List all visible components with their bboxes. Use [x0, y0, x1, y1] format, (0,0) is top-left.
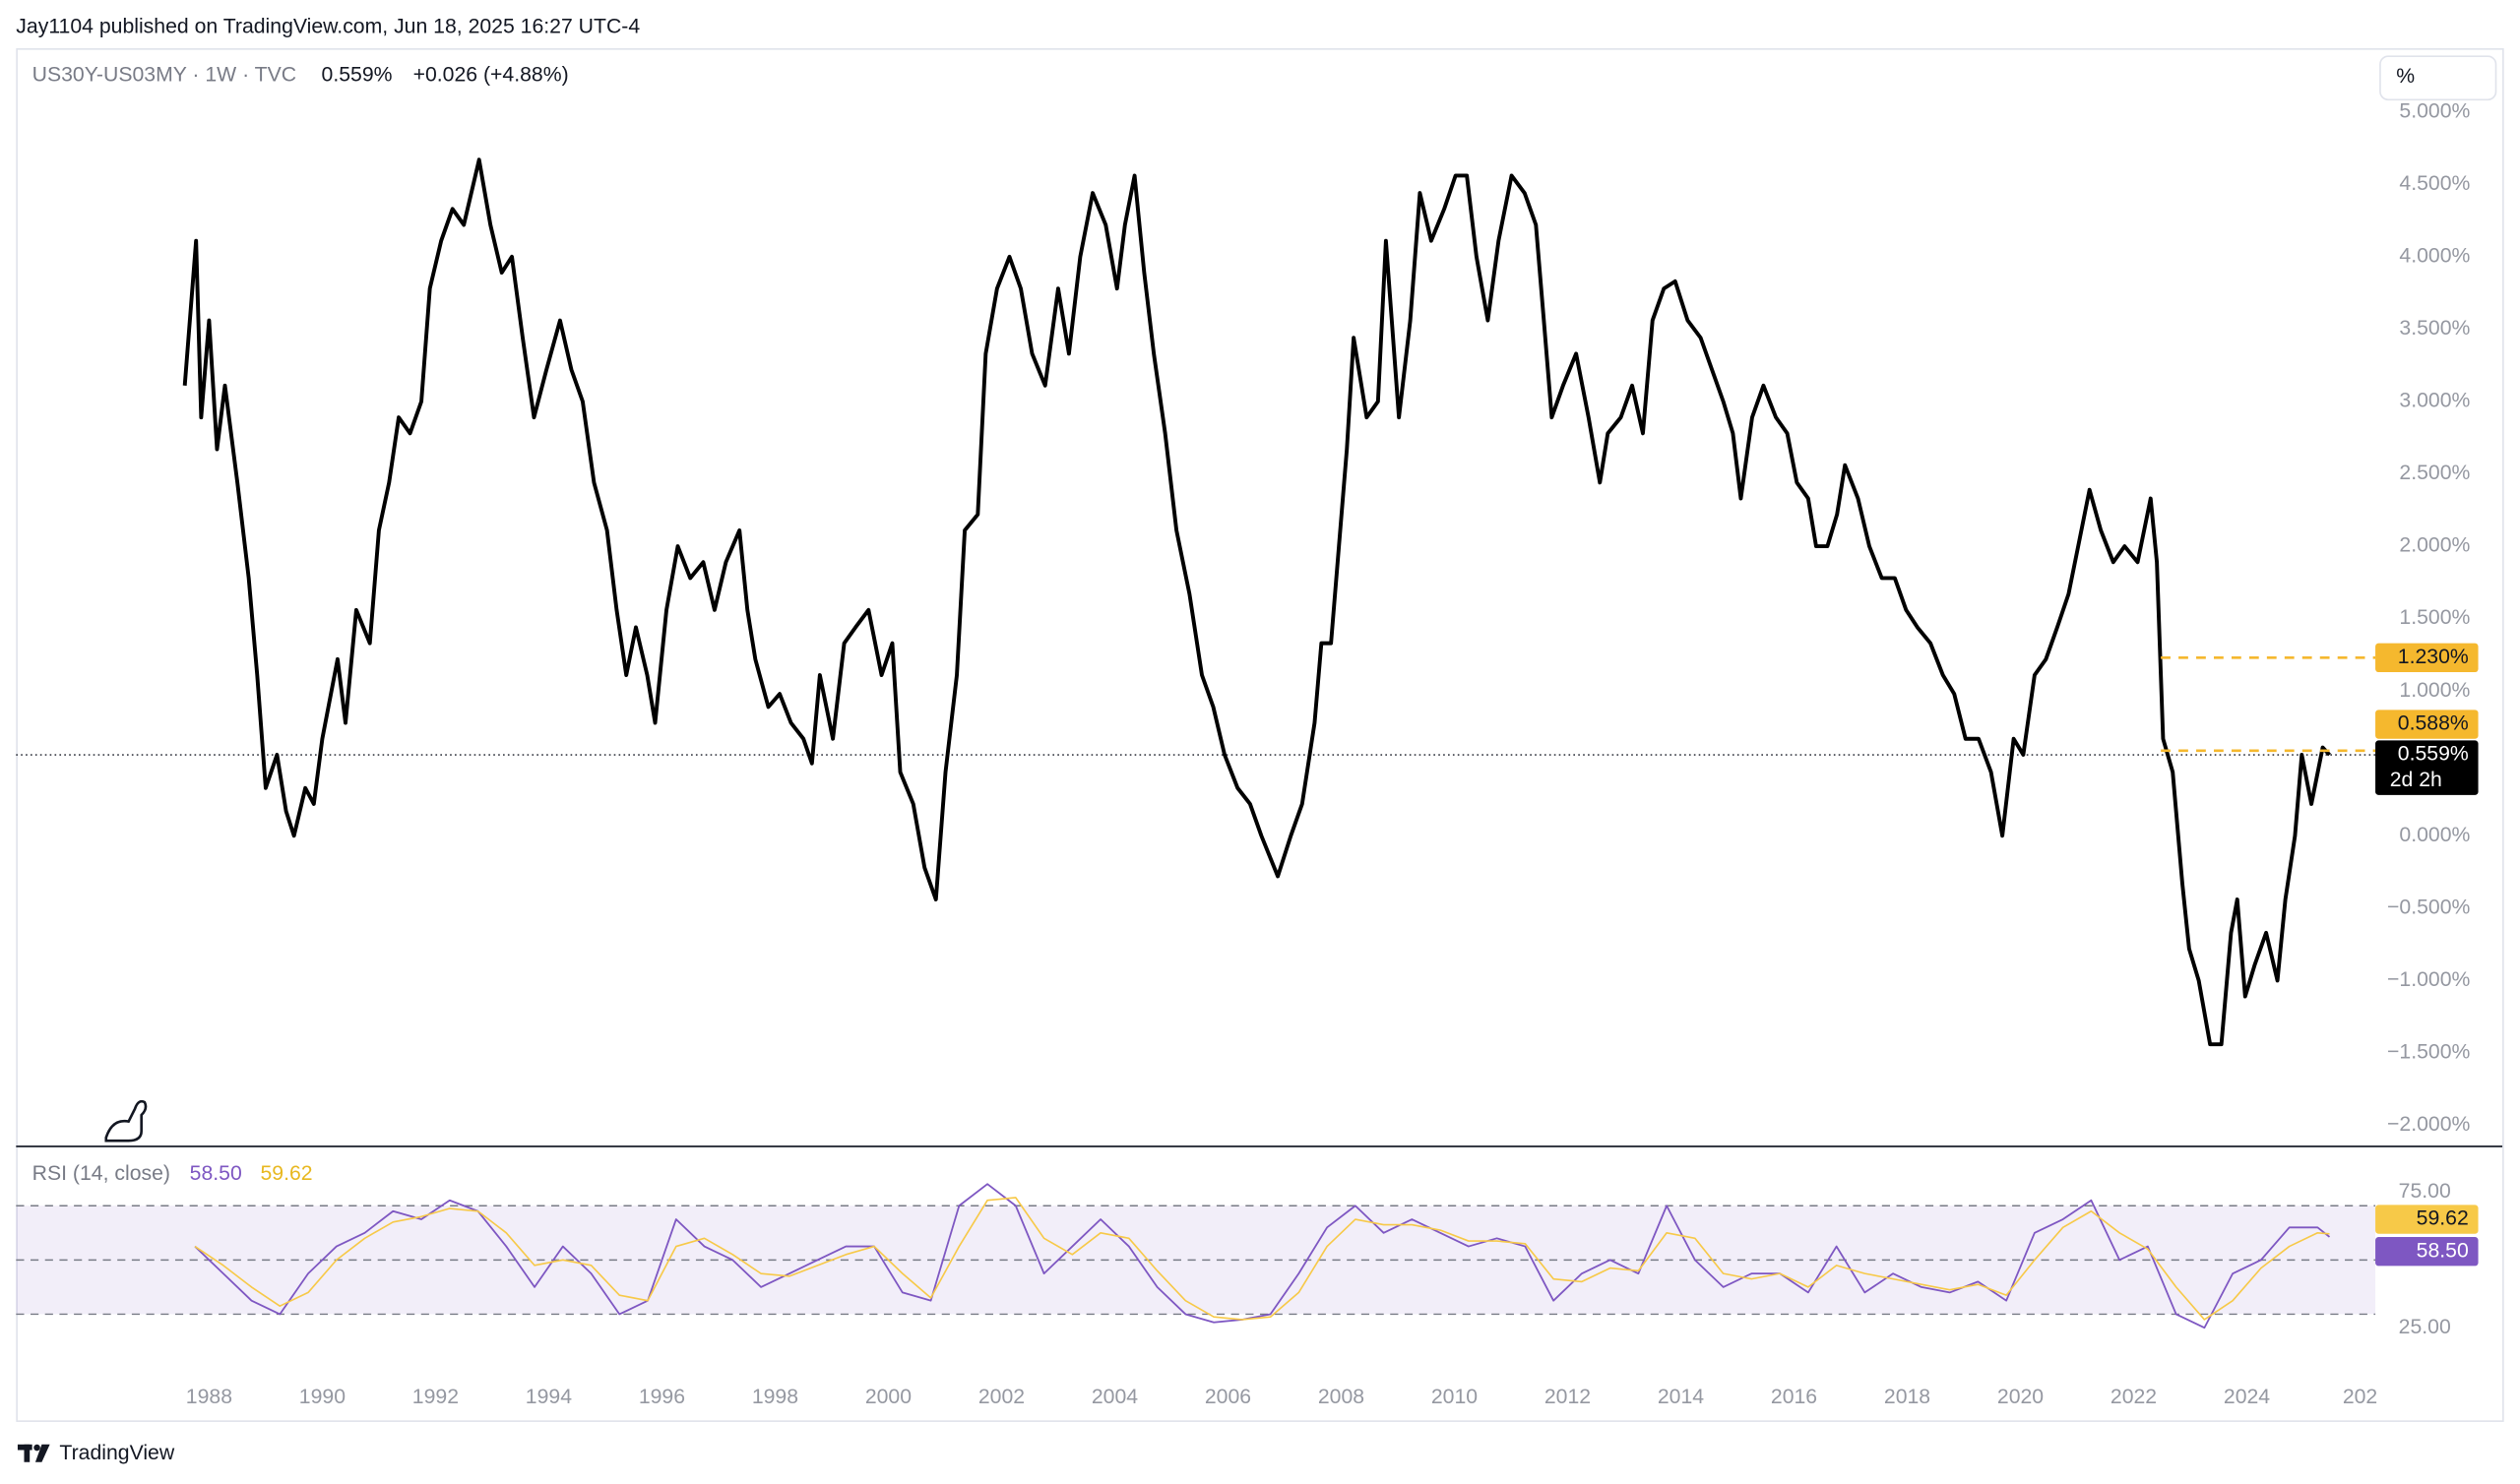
footer-brand: TradingView	[59, 1442, 174, 1464]
x-tick-label: 2016	[1771, 1386, 1817, 1408]
y-tick-label: −1.000%	[2387, 968, 2470, 991]
x-tick-label: 2024	[2224, 1386, 2270, 1408]
x-tick-label: 1990	[299, 1386, 346, 1408]
rsi-value-badge-box	[2375, 1237, 2479, 1267]
y-tick-label: 4.500%	[2399, 172, 2470, 195]
current-price-label: 0.559%	[2398, 743, 2469, 766]
publish-header: Jay1104 published on TradingView.com, Ju…	[16, 15, 640, 37]
x-tick-label: 2006	[1205, 1386, 1251, 1408]
unit-button-label[interactable]: %	[2396, 65, 2415, 88]
last-value-label: 0.559%	[322, 63, 393, 86]
x-tick-label: 2018	[1884, 1386, 1930, 1408]
x-tick-label: 2012	[1544, 1386, 1591, 1408]
watermark-icon	[104, 1099, 148, 1143]
y-tick-label: 2.000%	[2399, 534, 2470, 557]
change-label: +0.026 (+4.88%)	[413, 63, 569, 86]
price-level-label: 0.588%	[2398, 712, 2469, 735]
y-tick-label: 3.500%	[2399, 317, 2470, 340]
rsi-value-badge: 58.50	[2417, 1239, 2469, 1262]
countdown-label: 2d 2h	[2390, 769, 2442, 791]
rsi-title: RSI (14, close)	[32, 1162, 170, 1185]
x-tick-label: 1994	[526, 1386, 572, 1408]
rsi-y-tick-label: 25.00	[2399, 1316, 2451, 1338]
x-tick-label: 2010	[1431, 1386, 1478, 1408]
y-tick-label: −0.500%	[2387, 896, 2470, 918]
y-tick-label: 1.500%	[2399, 606, 2470, 629]
unit-button[interactable]	[2379, 55, 2497, 101]
chart-frame	[16, 48, 2504, 1422]
y-tick-label: 5.000%	[2399, 99, 2470, 122]
y-tick-label: −2.000%	[2387, 1113, 2470, 1136]
tradingview-logo	[17, 1444, 50, 1462]
x-tick-label: 1996	[639, 1386, 685, 1408]
current-price-box	[2375, 740, 2479, 795]
x-tick-label: 202	[2343, 1386, 2377, 1408]
rsi-legend-value: 59.62	[260, 1162, 312, 1185]
x-tick-label: 2004	[1092, 1386, 1138, 1408]
x-tick-label: 2000	[865, 1386, 912, 1408]
y-tick-label: 0.000%	[2399, 824, 2470, 846]
price-level-label-box	[2375, 710, 2479, 739]
symbol-label: US30Y-US03MY · 1W · TVC	[32, 63, 296, 86]
price-line	[182, 157, 2331, 1047]
x-tick-label: 2002	[978, 1386, 1025, 1408]
y-tick-label: −1.500%	[2387, 1041, 2470, 1064]
y-tick-label: 3.000%	[2399, 390, 2470, 412]
y-tick-label: 1.000%	[2399, 679, 2470, 702]
rsi-y-tick-label: 75.00	[2399, 1180, 2451, 1203]
x-tick-label: 2014	[1658, 1386, 1704, 1408]
price-level-label: 1.230%	[2398, 646, 2469, 668]
x-tick-label: 2020	[1997, 1386, 2044, 1408]
price-level-label-box	[2375, 643, 2479, 673]
rsi-line	[194, 1197, 2330, 1321]
x-tick-label: 1988	[186, 1386, 232, 1408]
y-tick-label: 2.500%	[2399, 462, 2470, 484]
rsi-legend-value: 58.50	[190, 1162, 242, 1185]
rsi-value-badge: 59.62	[2417, 1207, 2469, 1230]
x-tick-label: 1992	[412, 1386, 459, 1408]
x-tick-label: 2022	[2110, 1386, 2157, 1408]
rsi-value-badge-box	[2375, 1205, 2479, 1234]
y-tick-label: 4.000%	[2399, 244, 2470, 267]
x-tick-label: 2008	[1318, 1386, 1364, 1408]
x-tick-label: 1998	[752, 1386, 798, 1408]
